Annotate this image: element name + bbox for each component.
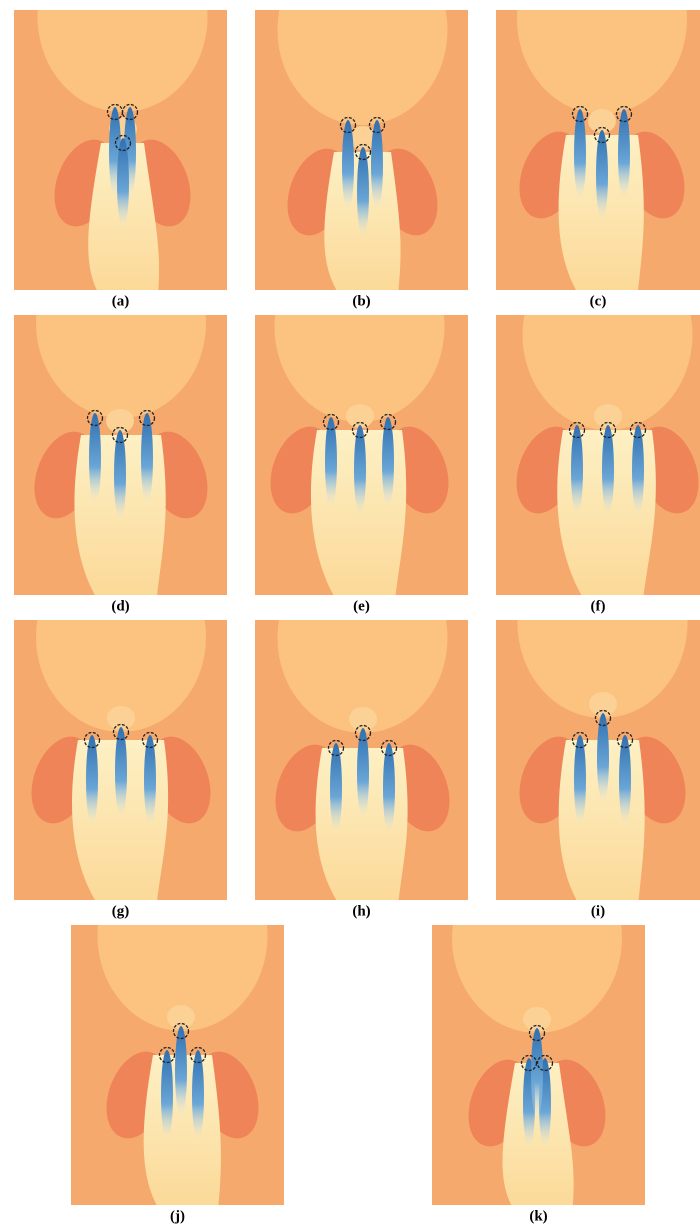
jet: [89, 413, 101, 503]
panel-label: (f): [591, 598, 606, 614]
jet: [342, 120, 354, 210]
flow-panel: [14, 0, 227, 300]
jet: [354, 425, 366, 515]
panel-label: (b): [352, 293, 370, 309]
stagnation: [107, 706, 135, 730]
panel-label: (c): [590, 293, 607, 309]
jet: [382, 417, 394, 507]
stagnation: [167, 1005, 195, 1029]
jet: [531, 1028, 543, 1118]
jet: [596, 130, 608, 220]
panel-label: (e): [353, 598, 370, 614]
stagnation: [349, 707, 377, 731]
panel-label: (a): [112, 293, 130, 309]
panel-label: (j): [170, 1208, 185, 1224]
stagnation: [523, 1007, 551, 1031]
panel-label: (h): [352, 903, 370, 919]
stagnation: [588, 109, 616, 133]
jet: [574, 735, 586, 825]
jet: [383, 743, 395, 833]
stagnation: [589, 692, 617, 716]
jet: [330, 743, 342, 833]
jet: [325, 417, 337, 507]
stagnation: [106, 409, 134, 433]
jet: [144, 735, 156, 825]
flow-panel: [255, 0, 468, 300]
jet: [357, 728, 369, 818]
jet: [114, 430, 126, 520]
jet: [632, 425, 644, 515]
jet: [571, 425, 583, 515]
flow-panel: [14, 542, 227, 910]
jet: [192, 1050, 204, 1140]
panel-label: (g): [112, 903, 130, 919]
stagnation: [594, 404, 622, 428]
jet: [619, 735, 631, 825]
jet: [175, 1026, 187, 1116]
jet: [357, 147, 369, 237]
jet: [602, 425, 614, 515]
stagnation: [346, 404, 374, 428]
jet: [86, 735, 98, 825]
jet: [115, 727, 127, 817]
jet: [574, 109, 586, 199]
jet: [141, 413, 153, 503]
panel-label: (k): [529, 1208, 547, 1224]
panel-label: (d): [111, 598, 129, 614]
panel-label: (i): [591, 903, 605, 919]
figure: (a) (b) (c) (d) (e) (f) (g) (h) (i) (j) (k): [0, 0, 700, 1232]
jet: [618, 109, 630, 199]
flow-panel: [496, 0, 700, 300]
jet: [161, 1050, 173, 1140]
jet: [597, 713, 609, 803]
page: (a)(b)(c)(d)(e)(f)(g)(h)(i)(j)(k) (() =>…: [0, 0, 700, 1232]
jet: [117, 138, 129, 228]
jet: [371, 120, 383, 210]
